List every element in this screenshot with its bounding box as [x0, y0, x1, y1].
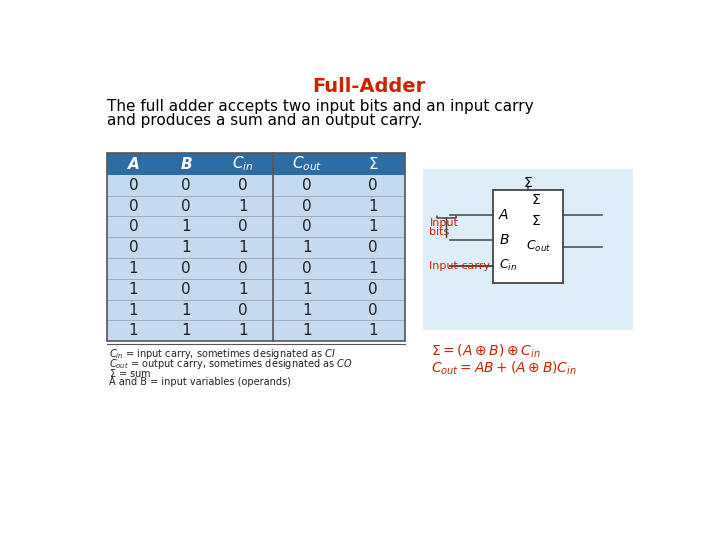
Text: 0: 0 [302, 261, 312, 276]
Bar [107, 153, 405, 341]
Text: $C_{out} = AB + (A \oplus B)C_{in}$: $C_{out} = AB + (A \oplus B)C_{in}$ [431, 360, 577, 377]
Text: 0: 0 [238, 261, 248, 276]
FancyBboxPatch shape [423, 168, 632, 330]
Text: A: A [127, 157, 139, 172]
Text: $\Sigma$ = sum: $\Sigma$ = sum [109, 367, 152, 379]
Text: 0: 0 [129, 240, 138, 255]
Text: The full adder accepts two input bits and an input carry: The full adder accepts two input bits an… [107, 99, 534, 114]
Text: 1: 1 [302, 282, 312, 297]
Text: 1: 1 [129, 302, 138, 318]
Text: 0: 0 [181, 178, 191, 193]
Text: $\Sigma = (A \oplus B) \oplus C_{in}$: $\Sigma = (A \oplus B) \oplus C_{in}$ [431, 343, 541, 360]
Text: A: A [499, 208, 509, 222]
Text: 0: 0 [302, 178, 312, 193]
Text: Input: Input [429, 218, 459, 228]
Text: 1: 1 [181, 240, 191, 255]
Text: A and B = input variables (operands): A and B = input variables (operands) [109, 377, 292, 387]
Text: $C_{out}$: $C_{out}$ [292, 155, 323, 173]
Text: 1: 1 [238, 323, 248, 339]
Text: 0: 0 [129, 219, 138, 234]
Text: 1: 1 [238, 240, 248, 255]
FancyBboxPatch shape [107, 175, 405, 341]
Text: 0: 0 [238, 178, 248, 193]
Text: 1: 1 [181, 323, 191, 339]
Text: 1: 1 [302, 302, 312, 318]
Text: $\Sigma$: $\Sigma$ [523, 176, 533, 190]
Text: 0: 0 [302, 219, 312, 234]
Text: 1: 1 [369, 219, 378, 234]
Text: 0: 0 [238, 219, 248, 234]
Text: 1: 1 [129, 323, 138, 339]
Bar [493, 190, 563, 283]
Text: $C_{out}$: $C_{out}$ [526, 239, 552, 254]
Text: 0: 0 [369, 240, 378, 255]
Text: $C_{out}$ = output carry, sometimes designated as $CO$: $C_{out}$ = output carry, sometimes desi… [109, 356, 353, 370]
Text: 1: 1 [369, 261, 378, 276]
Text: bits: bits [429, 227, 450, 237]
Text: 1: 1 [181, 219, 191, 234]
Text: 0: 0 [129, 199, 138, 214]
Text: 0: 0 [238, 302, 248, 318]
Text: $C_{in}$ = input carry, sometimes designated as $CI$: $C_{in}$ = input carry, sometimes design… [109, 347, 336, 361]
Text: 0: 0 [181, 261, 191, 276]
Text: Input carry: Input carry [429, 261, 490, 271]
Text: $\Sigma$: $\Sigma$ [368, 156, 379, 172]
Text: 0: 0 [129, 178, 138, 193]
Text: $C_{in}$: $C_{in}$ [499, 258, 517, 273]
Text: 0: 0 [369, 178, 378, 193]
Text: Full-Adder: Full-Adder [312, 77, 426, 96]
Text: $\Sigma$: $\Sigma$ [531, 193, 541, 206]
Text: 0: 0 [369, 282, 378, 297]
Text: 1: 1 [181, 302, 191, 318]
Text: $C_{in}$: $C_{in}$ [232, 155, 253, 173]
Text: 1: 1 [369, 323, 378, 339]
Text: 1: 1 [129, 261, 138, 276]
Text: 0: 0 [181, 282, 191, 297]
Text: 1: 1 [129, 282, 138, 297]
Text: 1: 1 [302, 323, 312, 339]
Text: B: B [499, 233, 509, 247]
Text: 0: 0 [302, 199, 312, 214]
Text: B: B [180, 157, 192, 172]
FancyBboxPatch shape [107, 153, 405, 175]
Text: 1: 1 [238, 199, 248, 214]
Text: 1: 1 [369, 199, 378, 214]
Text: 0: 0 [369, 302, 378, 318]
Text: and produces a sum and an output carry.: and produces a sum and an output carry. [107, 112, 423, 127]
Text: 0: 0 [181, 199, 191, 214]
Text: $\Sigma$: $\Sigma$ [531, 214, 541, 228]
Text: 1: 1 [302, 240, 312, 255]
Text: 1: 1 [238, 282, 248, 297]
